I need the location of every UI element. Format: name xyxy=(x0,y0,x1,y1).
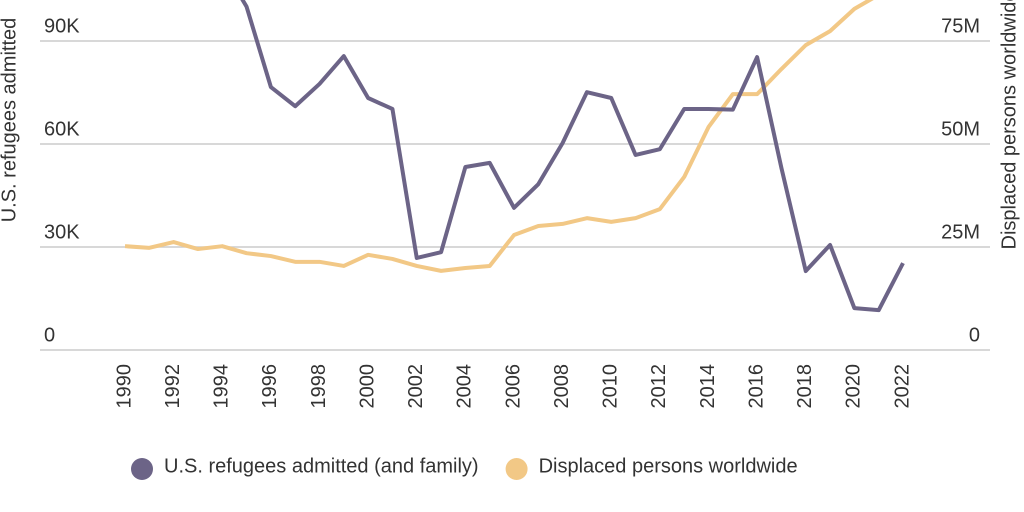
x-tick-label: 2012 xyxy=(648,364,670,409)
x-tick-label: 1998 xyxy=(308,364,330,409)
x-tick-label: 2018 xyxy=(794,364,816,409)
x-tick-label: 2022 xyxy=(891,364,913,409)
legend-label: Displaced persons worldwide xyxy=(539,455,798,477)
x-tick-label: 1996 xyxy=(259,364,281,409)
legend-label: U.S. refugees admitted (and family) xyxy=(164,455,479,477)
y-tick-label: 0 xyxy=(44,324,55,346)
y2-tick-label: 25M xyxy=(941,221,980,243)
x-tick-label: 2014 xyxy=(697,364,719,409)
x-tick-label: 2004 xyxy=(454,364,476,409)
x-tick-label: 2020 xyxy=(843,364,865,409)
y2-axis-title: Displaced persons worldwide xyxy=(998,0,1020,250)
series-line xyxy=(124,0,874,273)
x-tick-label: 1990 xyxy=(113,364,135,409)
y2-tick-label: 75M xyxy=(941,15,980,37)
y-tick-label: 60K xyxy=(44,118,80,140)
y2-tick-label: 0 xyxy=(969,324,980,346)
legend-swatch xyxy=(131,458,153,480)
y2-tick-label: 50M xyxy=(941,118,980,140)
x-tick-label: 2008 xyxy=(551,364,573,409)
legend-swatch xyxy=(505,458,528,480)
y-tick-label: 90K xyxy=(44,15,80,37)
x-tick-label: 2002 xyxy=(405,364,427,409)
x-tick-label: 2000 xyxy=(356,364,378,409)
x-tick-label: 1994 xyxy=(211,364,233,409)
series-line xyxy=(240,0,905,313)
y-tick-label: 30K xyxy=(44,221,80,243)
x-tick-label: 1992 xyxy=(162,364,184,409)
x-tick-label: 2006 xyxy=(502,364,524,409)
y-axis-title: U.S. refugees admitted xyxy=(0,18,20,223)
x-tick-label: 2010 xyxy=(600,364,622,409)
x-tick-label: 2016 xyxy=(745,364,767,409)
